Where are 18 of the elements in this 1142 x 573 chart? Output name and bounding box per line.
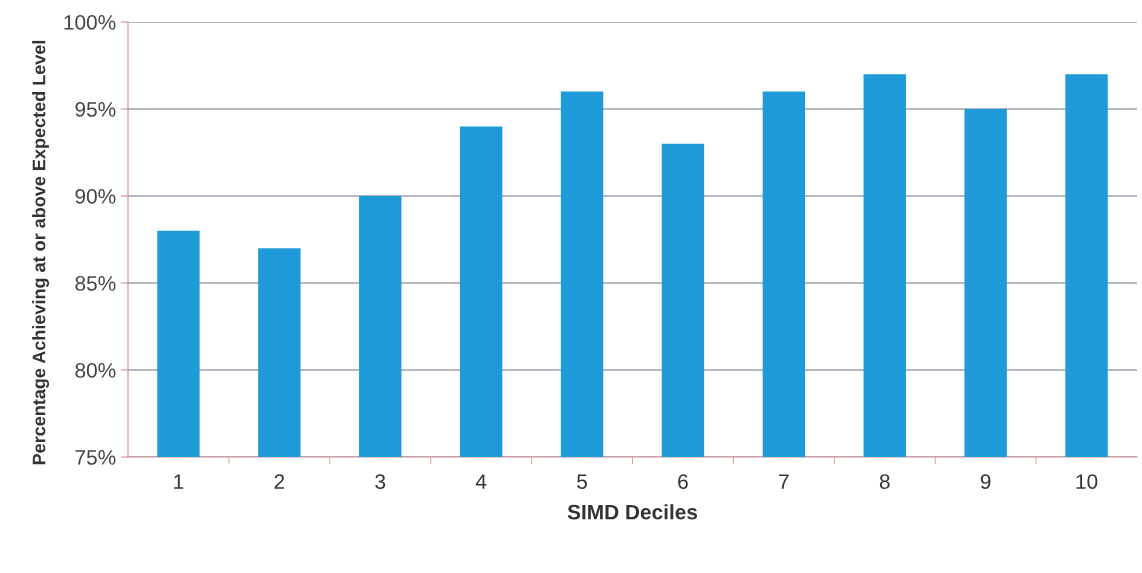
x-tick-label: 4 (475, 474, 487, 489)
y-axis-title: Percentage Achieving at or above Expected Level (32, 40, 50, 465)
x-tick-label: 10 (1076, 474, 1098, 489)
x-axis-title: SIMD Deciles (567, 504, 698, 520)
x-tick-label: 2 (274, 474, 285, 489)
y-tick-label: 100% (64, 15, 116, 30)
x-tick-label: 9 (980, 474, 991, 489)
x-tick-label: 3 (375, 474, 386, 489)
x-tick-label: 5 (577, 474, 587, 489)
x-tick-label: 8 (879, 474, 890, 489)
y-tick-label: 80% (75, 363, 116, 378)
x-tick-label: 7 (779, 474, 789, 489)
y-tick-label: 85% (75, 276, 116, 291)
x-tick-label: 6 (678, 474, 688, 489)
y-tick-label: 95% (75, 102, 116, 117)
x-tick-label: 1 (174, 474, 184, 489)
y-tick-label: 90% (75, 189, 116, 204)
y-tick-label: 75% (75, 450, 116, 465)
